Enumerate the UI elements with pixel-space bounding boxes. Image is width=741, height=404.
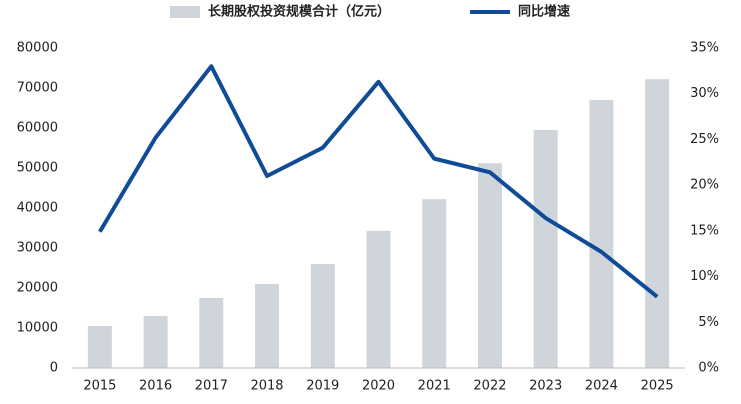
bar — [366, 230, 391, 368]
x-tick-label: 2017 — [195, 379, 228, 394]
line — [98, 64, 659, 299]
y-tick-label: 50000 — [17, 161, 58, 176]
x-tick-label: 2025 — [641, 379, 674, 394]
y2-tick-label: 20% — [690, 178, 719, 193]
bar — [645, 79, 670, 368]
y-tick-label: 70000 — [17, 81, 58, 96]
bar — [533, 130, 558, 368]
x-tick-label: 2023 — [529, 379, 562, 394]
y2-tick-label: 25% — [690, 132, 719, 147]
bar — [255, 284, 280, 368]
bar — [87, 326, 112, 368]
y2-tick-label: 35% — [690, 41, 719, 56]
bar — [199, 298, 224, 368]
x-tick-label: 2019 — [306, 379, 339, 394]
y-tick-label: 10000 — [17, 321, 58, 336]
x-tick-label: 2016 — [139, 379, 172, 394]
y2-tick-label: 0% — [698, 361, 719, 376]
x-tick-label: 2024 — [585, 379, 618, 394]
y-tick-label: 40000 — [17, 201, 58, 216]
y-tick-label: 20000 — [17, 281, 58, 296]
y2-tick-label: 15% — [690, 223, 719, 238]
bar — [143, 316, 168, 368]
x-tick-label: 2015 — [83, 379, 116, 394]
y2-tick-label: 10% — [690, 269, 719, 284]
y2-tick-label: 5% — [698, 315, 719, 330]
y-tick-label: 60000 — [17, 121, 58, 136]
x-tick-label: 2022 — [473, 379, 506, 394]
x-tick-label: 2018 — [250, 379, 283, 394]
bar — [589, 100, 614, 368]
y-tick-label: 30000 — [17, 241, 58, 256]
legend-swatch — [170, 6, 200, 18]
y-tick-label: 80000 — [17, 41, 58, 56]
legend-label: 长期股权投资规模合计（亿元） — [208, 4, 390, 20]
y2-tick-label: 30% — [690, 86, 719, 101]
legend-label: 同比增速 — [518, 4, 570, 20]
x-tick-label: 2020 — [362, 379, 395, 394]
bar — [310, 264, 335, 368]
x-tick-label: 2021 — [418, 379, 451, 394]
bar — [422, 199, 447, 368]
bar — [477, 163, 502, 368]
y-tick-label: 0 — [50, 361, 58, 376]
